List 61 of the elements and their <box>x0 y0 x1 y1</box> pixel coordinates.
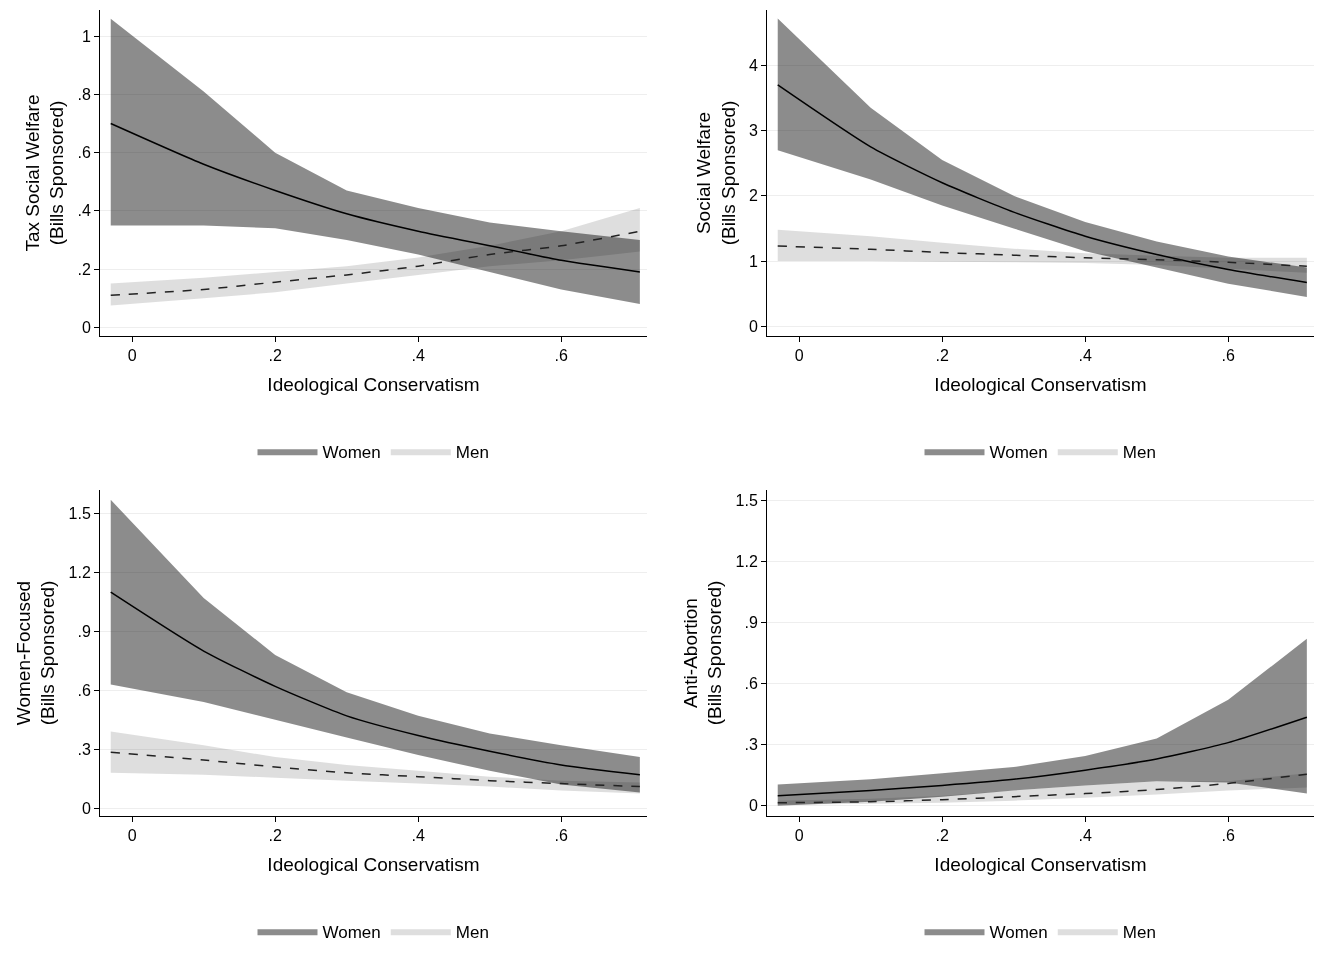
legend-label: Women <box>989 922 1048 942</box>
y-tick-label: .2 <box>77 260 91 278</box>
y-tick-label: 1 <box>81 27 91 45</box>
x-tick-label: .2 <box>268 827 282 845</box>
x-tick-label: 0 <box>794 347 804 365</box>
legend-label: Women <box>989 442 1048 462</box>
y-axis-title: Anti-Abortion (Bills Sponsored) <box>679 580 726 726</box>
y-tick-label: 2 <box>748 187 758 205</box>
x-tick-label: .2 <box>268 347 282 365</box>
y-tick-label: .6 <box>744 675 758 693</box>
line-series <box>776 716 1308 797</box>
y-tick-label: .9 <box>77 623 91 640</box>
y-tick-label: .4 <box>77 202 91 220</box>
x-tick-label: .6 <box>554 827 568 845</box>
y-axis-title: Tax Social Welfare (Bills Sponsored) <box>21 94 68 252</box>
x-tick-label: .4 <box>411 347 425 365</box>
y-tick-label: .9 <box>744 614 758 632</box>
x-tick-label: .6 <box>554 347 568 365</box>
y-tick-label: 0 <box>748 317 758 335</box>
line-series <box>109 591 641 776</box>
legend-label: Men <box>455 442 489 462</box>
y-tick-label: 0 <box>81 318 91 336</box>
line-series <box>776 245 1308 267</box>
legend-label: Men <box>455 922 489 942</box>
legend-label: Men <box>1122 922 1156 942</box>
y-tick-label: 0 <box>81 799 91 817</box>
y-tick-label: 1.5 <box>735 491 758 509</box>
x-tick-label: .4 <box>1078 827 1092 845</box>
y-tick-label: 1.5 <box>68 505 91 523</box>
x-tick-label: 0 <box>127 347 137 365</box>
x-axis-title: Ideological Conservatism <box>934 854 1147 875</box>
x-tick-label: .6 <box>1221 347 1235 365</box>
y-tick-label: .8 <box>77 86 91 104</box>
y-tick-label: 1.2 <box>68 564 91 582</box>
y-tick-label: 1.2 <box>735 552 758 570</box>
x-tick-label: .2 <box>935 827 949 845</box>
y-tick-label: 1 <box>748 252 758 270</box>
x-tick-label: .2 <box>935 347 949 365</box>
y-tick-label: 3 <box>748 122 758 140</box>
x-tick-label: .6 <box>1221 827 1235 845</box>
legend-label: Women <box>322 442 381 462</box>
x-axis-title: Ideological Conservatism <box>267 374 480 395</box>
y-tick-label: .3 <box>77 740 91 758</box>
y-tick-label: 4 <box>748 57 758 75</box>
line-series <box>109 122 641 273</box>
y-tick-label: 0 <box>748 797 758 815</box>
y-tick-label: .6 <box>77 144 91 162</box>
y-axis-title: Social Welfare (Bills Sponsored) <box>693 100 739 246</box>
y-tick-label: .3 <box>744 736 758 754</box>
legend-label: Women <box>322 922 381 942</box>
x-tick-label: .4 <box>411 827 425 845</box>
x-tick-label: .4 <box>1078 347 1092 365</box>
x-axis-title: Ideological Conservatism <box>267 854 480 875</box>
line-series <box>776 84 1308 284</box>
y-axis-title: Women-Focused (Bills Sponsored) <box>12 580 59 726</box>
line-series <box>109 751 641 788</box>
legend-label: Men <box>1122 442 1156 462</box>
x-axis-title: Ideological Conservatism <box>934 374 1147 395</box>
x-tick-label: 0 <box>127 827 137 845</box>
x-tick-label: 0 <box>794 827 804 845</box>
y-tick-label: .6 <box>77 681 91 699</box>
